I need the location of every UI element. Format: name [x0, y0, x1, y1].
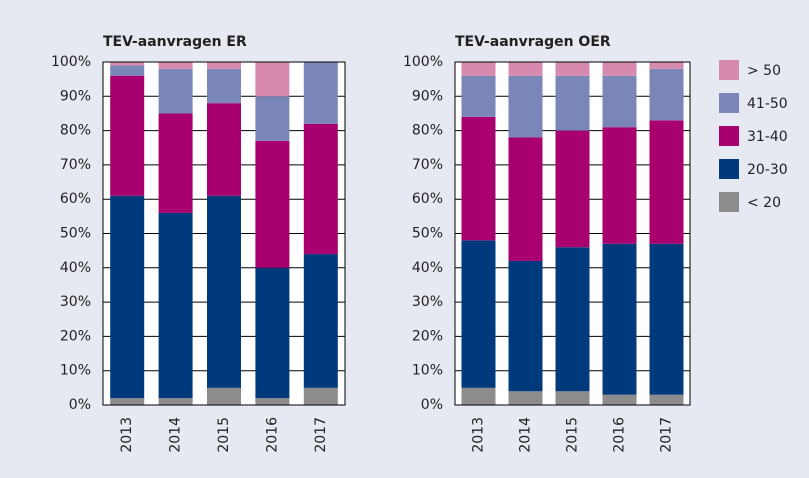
x-tick-label: 2016: [264, 417, 280, 453]
bar-segment: [255, 398, 290, 405]
bar-segment: [461, 387, 496, 405]
x-tick-label: 2013: [471, 417, 487, 453]
y-tick-label: 50%: [60, 226, 91, 242]
legend-label: 20-30: [747, 162, 788, 178]
bar-segment: [207, 68, 241, 104]
bar-segment: [649, 394, 684, 405]
bar-segment: [461, 116, 496, 241]
legend-label: < 20: [747, 195, 781, 211]
bar-segment: [602, 394, 637, 405]
y-tick-label: 90%: [412, 88, 443, 104]
bar-segment: [158, 62, 193, 69]
y-tick-label: 20%: [412, 328, 443, 344]
bar-segment: [649, 68, 684, 121]
bar-segment: [508, 391, 543, 405]
bar-segment: [602, 62, 637, 76]
bar-segment: [555, 62, 590, 76]
bar-segment: [110, 195, 145, 399]
chart-title: TEV-aanvragen OER: [455, 34, 611, 50]
y-tick-label: 60%: [412, 191, 443, 207]
y-tick-label: 40%: [60, 260, 91, 276]
x-tick-label: 2016: [612, 417, 628, 453]
bar-segment: [255, 267, 290, 399]
y-tick-label: 100%: [403, 54, 443, 70]
y-tick-label: 100%: [51, 54, 91, 70]
x-tick-label: 2014: [168, 417, 184, 453]
plot-border: [454, 61, 691, 406]
bar-segment: [255, 62, 290, 97]
bar-segment: [207, 62, 241, 69]
legend-swatch: [719, 60, 739, 80]
bar-segment: [649, 243, 684, 395]
plot-border: [102, 61, 346, 406]
bar-segment: [461, 240, 496, 388]
bar-segment: [461, 62, 496, 76]
bar-segment: [461, 75, 496, 117]
bar-segment: [303, 62, 338, 124]
bar-segment: [602, 127, 637, 244]
y-tick-label: 40%: [412, 260, 443, 276]
y-tick-label: 80%: [60, 123, 91, 139]
bar-segment: [555, 130, 590, 248]
x-tick-label: 2014: [518, 417, 534, 453]
bar-segment: [255, 140, 290, 268]
y-tick-label: 10%: [60, 363, 91, 379]
x-tick-label: 2017: [313, 417, 329, 453]
bar-segment: [158, 113, 193, 213]
y-tick-label: 60%: [60, 191, 91, 207]
y-tick-label: 30%: [412, 294, 443, 310]
chart-title: TEV-aanvragen ER: [103, 34, 247, 50]
bar-segment: [508, 75, 543, 138]
bar-segment: [207, 195, 241, 388]
bar-segment: [207, 387, 241, 405]
y-tick-label: 90%: [60, 88, 91, 104]
y-tick-label: 0%: [421, 397, 443, 413]
x-tick-label: 2013: [119, 417, 135, 453]
bar-segment: [255, 96, 290, 141]
y-tick-label: 10%: [412, 363, 443, 379]
legend-swatch: [719, 159, 739, 179]
legend-label: > 50: [747, 63, 781, 79]
legend-label: 31-40: [747, 129, 788, 145]
bar-segment: [158, 212, 193, 399]
bar-segment: [110, 62, 145, 66]
y-tick-label: 30%: [60, 294, 91, 310]
legend-swatch: [719, 93, 739, 113]
bar-segment: [508, 260, 543, 392]
x-tick-label: 2015: [565, 417, 581, 453]
bar-segment: [555, 75, 590, 131]
bar-segment: [649, 62, 684, 69]
y-tick-label: 20%: [60, 328, 91, 344]
bar-segment: [555, 247, 590, 392]
bar-segment: [508, 137, 543, 261]
y-tick-label: 50%: [412, 226, 443, 242]
y-tick-label: 0%: [69, 397, 91, 413]
bar-segment: [207, 103, 241, 196]
bar-segment: [303, 387, 338, 405]
bar-segment: [555, 391, 590, 405]
bar-segment: [303, 254, 338, 388]
legend-label: 41-50: [747, 96, 788, 112]
y-tick-label: 70%: [412, 157, 443, 173]
y-tick-label: 70%: [60, 157, 91, 173]
x-tick-label: 2015: [216, 417, 232, 453]
bar-segment: [110, 65, 145, 76]
bar-segment: [158, 398, 193, 405]
bar-segment: [110, 75, 145, 196]
bar-segment: [303, 123, 338, 255]
bar-segment: [508, 62, 543, 76]
x-tick-label: 2017: [659, 417, 675, 453]
y-tick-label: 80%: [412, 123, 443, 139]
legend-swatch: [719, 192, 739, 212]
legend-swatch: [719, 126, 739, 146]
bar-segment: [602, 75, 637, 128]
bar-segment: [158, 68, 193, 114]
bar-segment: [602, 243, 637, 395]
bar-segment: [110, 398, 145, 405]
bar-segment: [649, 120, 684, 244]
